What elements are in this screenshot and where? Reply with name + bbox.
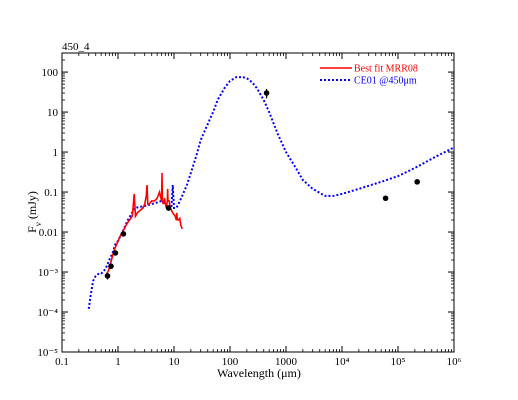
y-tick-label: 0.1 — [44, 187, 58, 199]
series-line-mrr08 — [104, 172, 183, 277]
x-tick-label: 100 — [222, 356, 239, 368]
data-point — [414, 179, 420, 185]
x-tick-label: 0.1 — [55, 356, 69, 368]
y-tick-label: 0.01 — [39, 227, 58, 239]
x-axis-label: Wavelength (μm) — [217, 366, 301, 380]
x-tick-label: 1000 — [275, 356, 298, 368]
plot-area: 0.1 1 10 100 1000 10⁴ 10⁵ 10⁶ 10⁻⁵ 10⁻⁴ 10⁻³ 0.01 0.… — [37, 52, 462, 368]
data-point — [120, 231, 127, 237]
y-tick-label: 100 — [42, 67, 59, 79]
data-point — [263, 90, 270, 96]
data-point — [104, 273, 111, 279]
svg-text:Fν (mJy): Fν (mJy) — [25, 191, 43, 233]
y-tick-label: 10⁻³ — [38, 267, 59, 279]
x-tick-label: 10 — [169, 356, 181, 368]
y-tick-label: 1 — [53, 147, 59, 159]
series-line-ce01 — [87, 76, 454, 309]
y-tick-label: 10⁻⁴ — [37, 307, 58, 319]
plot-frame — [61, 52, 455, 353]
x-tick-label: 10⁶ — [447, 356, 462, 368]
data-point — [165, 205, 172, 211]
y-axis-label-subscript: ν — [33, 222, 43, 226]
y-axis-label: Fν (mJy) — [25, 191, 43, 233]
x-tick-label: 10⁴ — [335, 356, 350, 368]
legend-label: Best fit MRR08 — [354, 64, 418, 75]
chart-title: 450_4 — [62, 41, 90, 53]
x-tick-label: 10⁵ — [391, 356, 406, 368]
legend-label: CE01 @450μm — [354, 76, 417, 87]
y-tick-label: 10⁻⁵ — [37, 347, 58, 359]
data-point — [108, 263, 114, 269]
data-point — [112, 250, 119, 256]
y-tick-label: 10 — [47, 107, 59, 119]
x-tick-label: 1 — [115, 356, 121, 368]
data-point — [382, 195, 389, 202]
